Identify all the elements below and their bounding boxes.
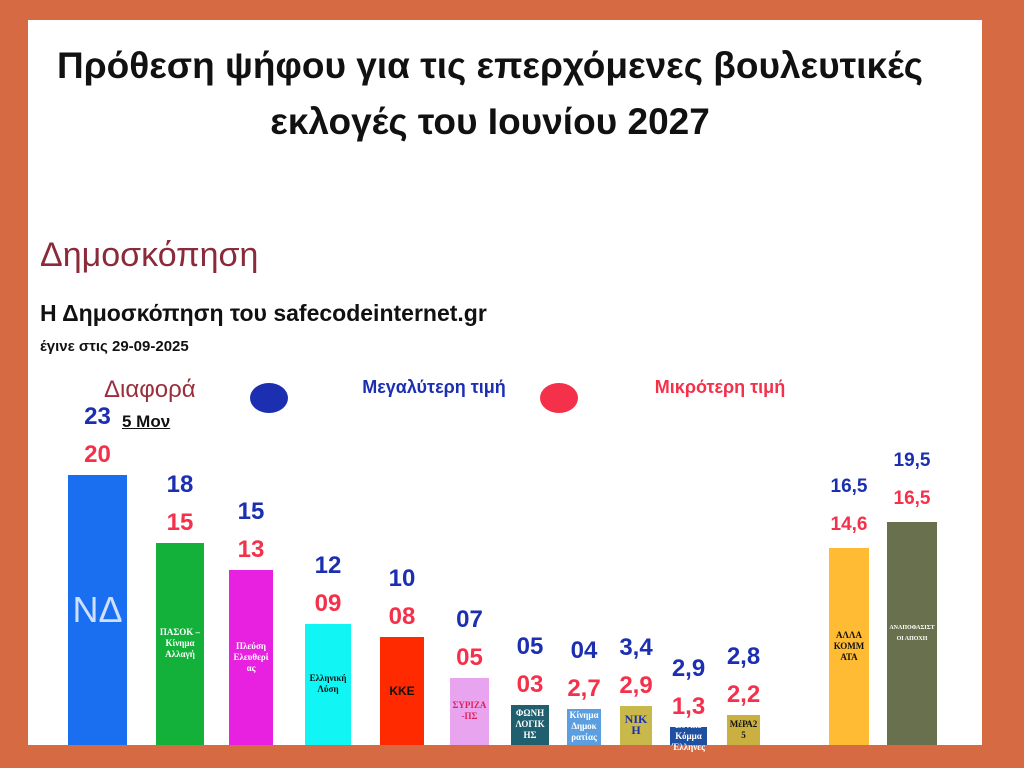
bar: Πλεύση Ελευθερίας [229,569,273,745]
value-label: 14,6 [830,513,868,535]
category-label: ΑΛΛΑ ΚΟΜΜΑΤΑ [833,629,865,662]
value-label: 16,5 [830,475,868,497]
value-label: 15 [166,508,194,536]
legend-label: Μεγαλύτερη τιμή [362,377,506,397]
value-label: 23 [84,403,111,430]
bar: ΚΚΕ [380,637,424,745]
category-label: ΦΩΝΗ ΛΟΓΙΚΗΣ [515,708,545,741]
category-label: ΣΥΡΙΖΑ -ΠΣ [452,700,487,722]
category-label: ΜέΡΑ25 [729,719,758,741]
value-label: 07 [456,605,483,633]
bar: Κίνημα Δημοκρατίας [567,708,601,745]
value-label: 15 [237,497,265,525]
value-label: 16,5 [893,488,931,510]
value-label: 2,7 [567,674,601,702]
value-label: 2,9 [619,671,653,699]
value-label: 3,4 [619,633,653,661]
category-label: Πλεύση Ελευθερίας [233,640,269,673]
category-label: ΠΑΣΟΚ – Κίνημα Αλλαγή [159,627,201,660]
bar: ΦΩΝΗ ΛΟΓΙΚΗΣ [511,704,549,745]
category-label: ΑΝΑΠΟΦΑΣΙΣΤΟΙ ΑΠΟΧΗ [889,624,935,642]
value-label: 2,2 [726,681,761,709]
value-label: 18 [166,470,194,498]
category-label: Εθνικό Κόμμα Έλληνες [672,719,705,752]
bar: ΜέΡΑ25 [727,715,760,745]
value-label: 08 [388,603,416,630]
category-label: ΝΙΚΗ [624,712,648,738]
subtitle: Δημοσκόπηση [40,236,259,274]
date-note: έγινε στις 29-09-2025 [40,338,189,355]
legend-label: Μικρότερη τιμή [654,377,786,397]
value-label: 05 [456,643,483,671]
category-label: ΚΚΕ [389,683,415,698]
category-label: Ελληνική Λύση [309,673,347,695]
value-label: 05 [516,632,544,660]
bar: ΑΛΛΑ ΚΟΜΜΑΤΑ [829,547,869,745]
value-label: 1,3 [671,693,706,721]
difference-label: Διαφορά [104,376,196,403]
value-label: 13 [237,535,265,563]
bar: ΣΥΡΙΖΑ -ΠΣ [450,677,489,745]
value-label: 03 [516,670,544,698]
source: Η Δημοσκόπηση του safecodeinternet.gr [40,300,487,326]
value-label: 20 [84,441,111,468]
bar: ΑΝΑΠΟΦΑΣΙΣΤΟΙ ΑΠΟΧΗ [887,522,937,745]
bar: Ελληνική Λύση [305,623,351,745]
bar: ΝΔ [68,475,127,745]
chart-title: Πρόθεση ψήφου για τις επερχόμενες βουλευ… [56,45,924,142]
legend-marker [540,383,578,413]
value-label: 12 [314,551,342,579]
category-label: ΝΔ [72,589,123,630]
bar: Εθνικό Κόμμα Έλληνες [670,720,707,752]
bar: ΠΑΣΟΚ – Κίνημα Αλλαγή [156,542,204,745]
difference-value: 5 Μον [122,412,171,431]
value-label: 10 [388,565,416,592]
value-label: 19,5 [893,450,931,472]
value-label: 2,8 [726,643,761,671]
category-label: Κίνημα Δημοκρατίας [569,710,599,743]
value-label: 09 [314,589,342,617]
value-label: 04 [570,636,598,664]
bar: ΝΙΚΗ [620,705,652,745]
value-label: 2,9 [671,655,706,683]
legend-marker [250,383,288,413]
